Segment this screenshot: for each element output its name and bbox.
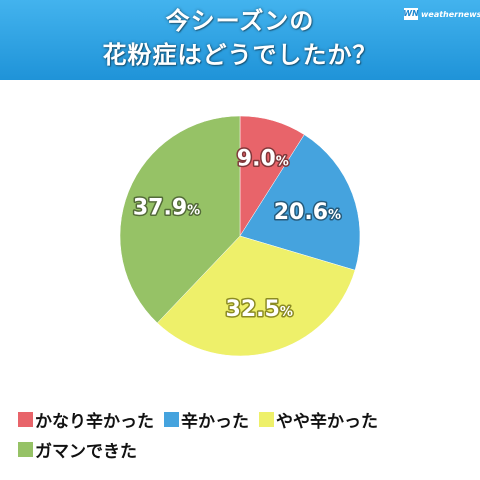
legend-label-painful: 辛かった	[181, 412, 249, 432]
pie-chart: 9.0% 20.6% 32.5% 37.9%	[119, 115, 361, 357]
legend-swatch-very-painful	[18, 412, 33, 427]
legend-row-2: ガマンできた	[18, 437, 137, 462]
pie-slice-somewhat-painful	[156, 235, 356, 357]
pie-slice-painful	[239, 134, 361, 271]
legend-label-very-painful: かなり辛かった	[35, 412, 154, 432]
legend-item-very-painful: かなり辛かった	[18, 407, 154, 432]
pie-label-somewhat-painful: 32.5%	[226, 297, 293, 322]
legend-swatch-painful	[164, 412, 179, 427]
legend-item-bearable: ガマンできた	[18, 437, 137, 462]
legend-label-somewhat-painful: やや辛かった	[276, 412, 378, 432]
pie-label-bearable: 37.9%	[133, 196, 200, 221]
legend-item-painful: 辛かった	[164, 407, 249, 432]
weathernews-logo: WN weathernews	[403, 6, 480, 22]
pie-label-very-painful: 9.0%	[237, 147, 289, 172]
chart-title-line1: 今シーズンの	[165, 7, 315, 35]
legend-item-somewhat-painful: やや辛かった	[259, 407, 378, 432]
legend-label-bearable: ガマンできた	[35, 442, 137, 462]
weathernews-logo-icon: WN	[403, 8, 419, 20]
legend-swatch-bearable	[18, 442, 33, 457]
weathernews-logo-text: weathernews	[421, 9, 480, 19]
chart-title-line2: 花粉症はどうでしたか？	[102, 41, 378, 69]
legend-row-1: かなり辛かった 辛かった やや辛かった	[18, 407, 378, 432]
pie-label-painful: 20.6%	[274, 200, 341, 225]
pie-labels: 9.0% 20.6% 32.5% 37.9%	[131, 145, 342, 323]
legend-swatch-somewhat-painful	[259, 412, 274, 427]
pie-slices	[119, 115, 361, 357]
title-banner: 今シーズンの 花粉症はどうでしたか？ WN weathernews	[0, 0, 480, 80]
pie-slice-bearable	[119, 115, 241, 324]
